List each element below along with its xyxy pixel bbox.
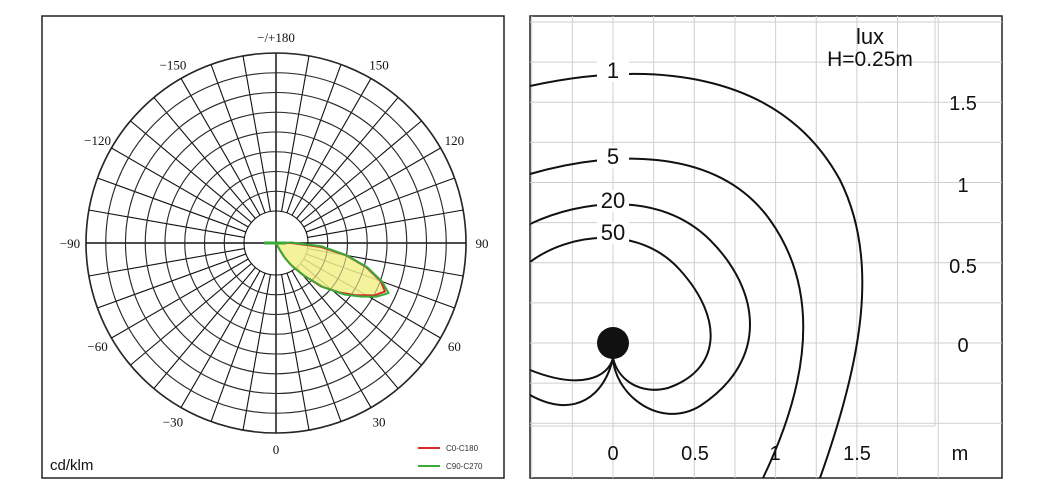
contour-labels: 1 5 20 50 <box>597 58 629 245</box>
polar-angle-label: −120 <box>84 133 111 148</box>
contour-tick-labels: 0 0.5 1 1.5 1.5 1 0.5 0 <box>607 93 976 465</box>
contour-grid <box>530 16 1002 478</box>
legend-label: C90-C270 <box>446 462 483 471</box>
contour-subtitle: H=0.25m <box>827 48 913 71</box>
x-tick-label: 0 <box>607 443 618 465</box>
polar-angle-label: −150 <box>160 58 187 73</box>
y-tick-label: 0 <box>957 335 968 357</box>
y-tick-label: 1.5 <box>949 93 977 115</box>
polar-fill-ring <box>204 171 348 315</box>
x-tick-label: 0.5 <box>681 443 709 465</box>
contour-label-bg <box>597 222 629 244</box>
y-tick-label: 0.5 <box>949 256 977 278</box>
polar-series-fill <box>276 243 385 296</box>
contour-panel-frame <box>529 15 1003 479</box>
polar-angle-label: −30 <box>163 414 183 429</box>
contour-lines <box>529 73 864 479</box>
polar-angle-label: 30 <box>373 414 386 429</box>
contour-label-bg <box>597 146 629 168</box>
contour-label: 20 <box>601 188 625 213</box>
polar-angle-label: 150 <box>369 58 389 73</box>
polar-fill-ring <box>125 92 427 394</box>
polar-fill-ring <box>184 151 368 335</box>
contour-label-bg <box>597 190 629 212</box>
source-point <box>597 327 629 359</box>
polar-fill-ring <box>144 111 408 375</box>
polar-series-line <box>275 241 390 298</box>
polar-fill-ring <box>105 72 447 414</box>
legend: C0-C180 C90-C270 <box>418 444 483 471</box>
x-tick-label: 1.5 <box>843 443 871 465</box>
polar-angle-label: −/+180 <box>257 30 295 45</box>
contour-line <box>529 203 751 415</box>
polar-fill-ring <box>223 190 329 296</box>
contour-line <box>529 73 864 479</box>
contour-title: lux <box>856 24 884 49</box>
contour-label: 5 <box>607 144 619 169</box>
polar-angle-label: 120 <box>445 133 465 148</box>
polar-angle-label: 90 <box>476 236 489 251</box>
contour-label: 50 <box>601 220 625 245</box>
contour-panel: 1 5 20 50 lux H=0.25m 0 0.5 1 1.5 1.5 1 0.5 0 m <box>529 15 1003 479</box>
x-axis-label: m <box>952 443 969 465</box>
polar-angle-labels: −/+180 150 −150 120 −120 90 −90 60 −60 30 −30 0 <box>60 30 489 457</box>
legend-label: C0-C180 <box>446 444 479 453</box>
polar-angle-label: −90 <box>60 236 80 251</box>
polar-angle-label: 60 <box>448 339 461 354</box>
polar-fill-ring <box>164 131 388 355</box>
polar-angle-label: −60 <box>87 339 107 354</box>
contour-label: 1 <box>607 58 619 83</box>
unit-label: cd/klm <box>50 457 93 474</box>
polar-series <box>85 52 467 434</box>
polar-panel-frame <box>41 15 505 479</box>
polar-fill-ring <box>85 52 467 434</box>
x-tick-label: 1 <box>769 443 780 465</box>
y-tick-label: 1 <box>957 175 968 197</box>
polar-panel: −/+180 150 −150 120 −120 90 −90 60 −60 30 −30 0 cd/… <box>41 15 505 479</box>
polar-fill-grid <box>85 52 467 434</box>
polar-angle-label: 0 <box>273 442 280 457</box>
contour-label-bg <box>597 60 629 82</box>
